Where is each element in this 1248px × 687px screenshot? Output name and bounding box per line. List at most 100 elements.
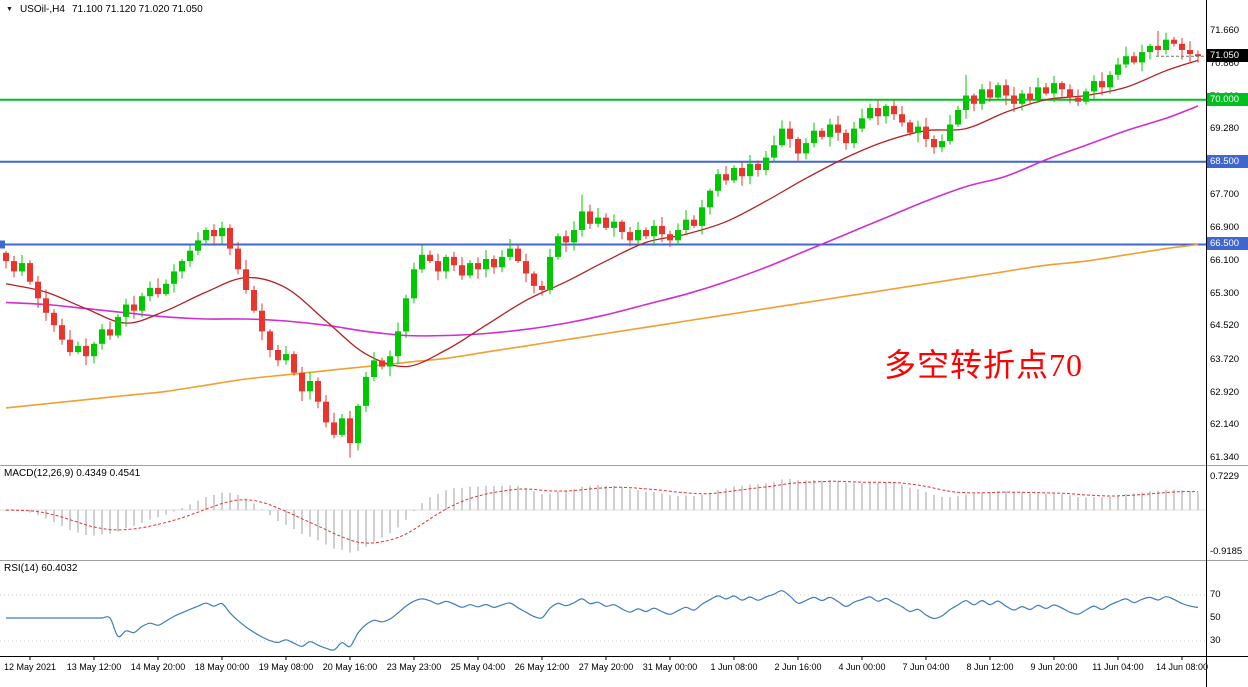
candle xyxy=(243,259,249,294)
candle xyxy=(851,122,857,149)
candle xyxy=(475,257,481,279)
candle xyxy=(467,260,473,279)
candle xyxy=(811,122,817,148)
candle xyxy=(1035,77,1041,104)
chart-title-bar: ▼ USOil-,H4 71.100 71.120 71.020 71.050 xyxy=(6,4,203,15)
candle xyxy=(283,346,289,365)
candle xyxy=(803,138,809,160)
candle xyxy=(859,108,865,133)
candle xyxy=(187,245,193,267)
candle xyxy=(235,242,241,275)
candle xyxy=(179,259,185,279)
candle xyxy=(715,169,721,197)
candle xyxy=(43,289,49,321)
candle xyxy=(251,285,257,313)
candle xyxy=(531,271,537,294)
candle xyxy=(579,194,585,237)
candle xyxy=(451,251,457,271)
candle xyxy=(955,105,961,127)
candle xyxy=(819,127,825,140)
candle xyxy=(1019,89,1025,111)
candle xyxy=(203,227,209,244)
candle xyxy=(323,395,329,428)
candle xyxy=(891,100,897,120)
candle xyxy=(763,151,769,176)
candle xyxy=(963,74,969,119)
candle xyxy=(347,410,353,458)
candle xyxy=(99,324,105,350)
candle xyxy=(915,120,921,143)
candle xyxy=(971,93,977,112)
candle xyxy=(923,117,929,148)
candle xyxy=(27,260,33,285)
candle xyxy=(1171,36,1177,47)
candle xyxy=(491,255,497,274)
candle xyxy=(875,100,881,126)
candle xyxy=(259,303,265,341)
candle xyxy=(115,314,121,339)
candle xyxy=(1083,88,1089,105)
candle xyxy=(827,118,833,147)
candle xyxy=(155,278,161,298)
candle xyxy=(3,250,9,269)
candle xyxy=(211,224,217,246)
fast-ma-line xyxy=(5,59,1199,368)
candle xyxy=(1059,81,1065,97)
candle xyxy=(339,414,345,437)
candle xyxy=(307,372,313,400)
candle xyxy=(1107,71,1113,94)
candle xyxy=(779,120,785,148)
candle xyxy=(995,82,1001,101)
candle xyxy=(139,292,145,318)
candle xyxy=(1131,51,1137,65)
candle xyxy=(523,253,529,283)
candle xyxy=(331,412,337,439)
candle xyxy=(219,221,225,245)
candle xyxy=(1115,57,1121,80)
candle xyxy=(195,232,201,255)
chart-annotation-text[interactable]: 多空转折点70 xyxy=(884,347,1084,383)
candle xyxy=(163,279,169,297)
candle xyxy=(19,255,25,276)
candle xyxy=(571,221,577,251)
candle xyxy=(987,81,993,102)
candle xyxy=(411,262,417,304)
candle xyxy=(147,281,153,302)
candle xyxy=(691,215,697,228)
candle xyxy=(171,264,177,293)
symbol-menu-icon[interactable]: ▼ xyxy=(6,6,13,13)
candle xyxy=(731,165,737,184)
candle xyxy=(355,403,361,451)
candle xyxy=(11,256,17,278)
candle xyxy=(107,321,113,340)
candle xyxy=(771,135,777,162)
candle xyxy=(1123,46,1129,69)
candle xyxy=(659,217,665,243)
candle xyxy=(227,224,233,256)
candle xyxy=(499,250,505,273)
candle xyxy=(299,366,305,401)
candle xyxy=(267,329,273,358)
candle xyxy=(75,341,81,355)
candles-layer xyxy=(3,31,1201,458)
candle xyxy=(427,250,433,264)
candle xyxy=(907,119,913,136)
candle xyxy=(419,245,425,273)
candle xyxy=(403,294,409,338)
candle xyxy=(443,254,449,279)
candle xyxy=(883,103,889,124)
candle xyxy=(643,227,649,239)
candle xyxy=(459,257,465,280)
candle xyxy=(1003,79,1009,106)
candle xyxy=(707,188,713,215)
candle xyxy=(1011,86,1017,112)
candle xyxy=(843,129,849,150)
candle xyxy=(795,136,801,161)
mid-ma-line xyxy=(5,105,1199,337)
candle xyxy=(35,275,41,308)
candle xyxy=(547,248,553,295)
candle xyxy=(1155,31,1161,56)
slow-ma-line xyxy=(5,243,1199,409)
